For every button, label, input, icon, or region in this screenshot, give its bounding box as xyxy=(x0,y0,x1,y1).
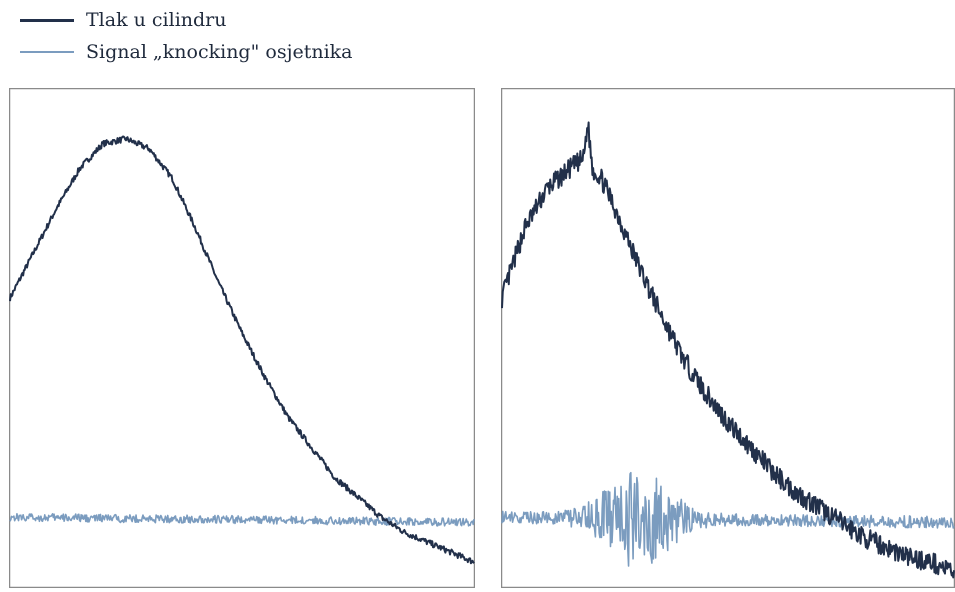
legend-label-pressure: Tlak u cilindru xyxy=(86,9,227,31)
pressure-line xyxy=(501,121,955,579)
plot-frame xyxy=(9,88,475,588)
chart-left-svg xyxy=(9,88,475,588)
legend-swatch-pressure xyxy=(20,18,74,22)
pressure-line xyxy=(9,135,475,565)
chart-panel-right xyxy=(501,88,955,588)
legend-item-knock: Signal „knocking" osjetnika xyxy=(20,36,353,68)
chart-right-svg xyxy=(501,88,955,588)
knock-signal-line xyxy=(9,512,475,527)
legend-swatch-knock xyxy=(20,51,74,53)
chart-panel-left xyxy=(9,88,475,588)
legend: Tlak u cilindru Signal „knocking" osjetn… xyxy=(20,4,353,68)
legend-label-knock: Signal „knocking" osjetnika xyxy=(86,41,353,63)
legend-item-pressure: Tlak u cilindru xyxy=(20,4,353,36)
knock-signal-line xyxy=(501,471,955,567)
